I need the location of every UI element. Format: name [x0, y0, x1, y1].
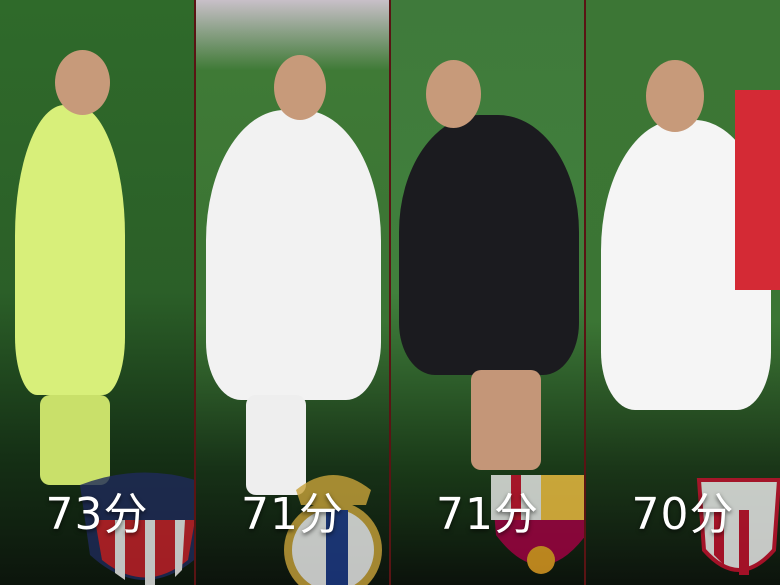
score-label: 71分	[436, 489, 539, 540]
opponent-player	[735, 90, 780, 290]
player-head	[646, 60, 704, 132]
real-madrid-crest	[284, 475, 382, 585]
score-label: 70分	[631, 489, 735, 540]
player-legs	[471, 370, 541, 470]
panel-sevilla: 70分	[586, 0, 780, 585]
player-photo	[15, 105, 125, 395]
sevilla-crest	[696, 478, 780, 575]
player-photo	[399, 115, 579, 375]
score-label: 73分	[45, 489, 149, 540]
atletico-madrid-crest	[80, 472, 194, 585]
player-legs	[40, 395, 110, 485]
fc-barcelona-crest	[491, 475, 584, 574]
player-head	[55, 50, 110, 115]
score-label: 71分	[241, 489, 344, 540]
player-legs	[246, 395, 306, 495]
panel-barcelona: 71分	[391, 0, 586, 585]
player-head	[274, 55, 326, 120]
panel-real-madrid: 71分	[196, 0, 391, 585]
player-head	[426, 60, 481, 128]
panel-atletico: 73分	[0, 0, 196, 585]
player-photo	[206, 110, 381, 400]
